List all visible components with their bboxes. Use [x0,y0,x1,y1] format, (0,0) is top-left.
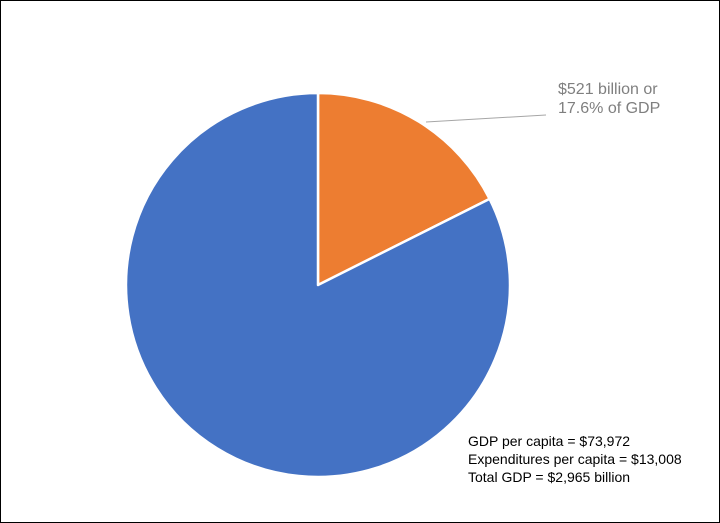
callout-label-line1: $521 billion or [558,81,658,98]
callout-label-line2: 17.6% of GDP [558,100,660,117]
annotation-total-gdp: Total GDP = $2,965 billion [468,469,630,485]
pie-slice-remainder [124,91,512,479]
pie-slices [124,91,512,479]
annotation-gdp-per-capita: GDP per capita = $73,972 [468,433,630,449]
annotation-expenditures-per-capita: Expenditures per capita = $13,008 [468,451,682,467]
pie-slice-expenditures [316,91,491,287]
callout-leader-line [425,114,547,123]
